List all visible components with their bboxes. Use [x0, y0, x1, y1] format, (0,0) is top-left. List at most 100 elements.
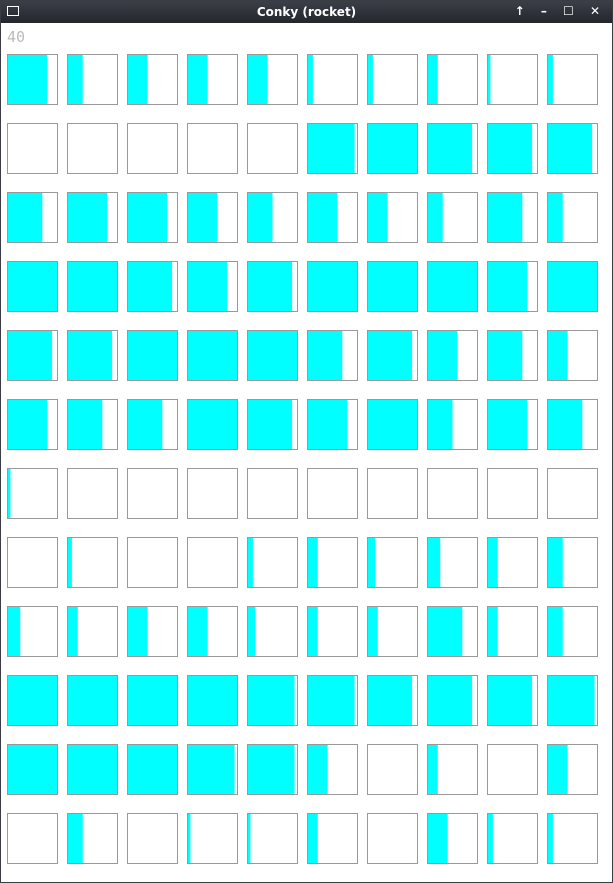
- graph-fill: [548, 538, 563, 587]
- graph-fill: [488, 262, 528, 311]
- graph-fill: [128, 676, 177, 725]
- graph-fill: [548, 814, 553, 863]
- graph-fill: [68, 55, 83, 104]
- graph-fill: [248, 745, 295, 794]
- graph-fill: [488, 400, 528, 449]
- graph-fill: [488, 814, 493, 863]
- graph-fill: [368, 262, 417, 311]
- graph-fill: [428, 676, 473, 725]
- graph-frame: [67, 468, 118, 519]
- graph-fill: [188, 55, 208, 104]
- graph-fill: [308, 538, 318, 587]
- graph-fill: [308, 745, 328, 794]
- graph-fill: [488, 538, 498, 587]
- graph-fill: [188, 607, 208, 656]
- graph-fill: [428, 331, 458, 380]
- graph-fill: [368, 676, 413, 725]
- graph-frame: [547, 813, 598, 864]
- graph-fill: [128, 607, 148, 656]
- graph-frame: [127, 468, 178, 519]
- graph-frame: [307, 54, 358, 105]
- graph-frame: [7, 123, 58, 174]
- graph-fill: [428, 193, 443, 242]
- graph-frame: [487, 468, 538, 519]
- graph-frame: [187, 813, 238, 864]
- counter: 40: [7, 28, 26, 46]
- graph-fill: [68, 676, 117, 725]
- graph-fill: [548, 745, 568, 794]
- graph-fill: [548, 55, 553, 104]
- graph-fill: [128, 193, 168, 242]
- graph-fill: [8, 400, 48, 449]
- graph-fill: [368, 607, 378, 656]
- graph-fill: [368, 331, 413, 380]
- graph-frame: [307, 468, 358, 519]
- graph-frame: [547, 468, 598, 519]
- graph-frame: [247, 813, 298, 864]
- graph-fill: [188, 745, 235, 794]
- window-title: Conky (rocket): [256, 5, 357, 19]
- graph-fill: [308, 55, 313, 104]
- graph-fill: [8, 745, 57, 794]
- graph-frame: [127, 123, 178, 174]
- graph-fill: [128, 400, 163, 449]
- graph-fill: [8, 331, 53, 380]
- graph-fill: [428, 745, 438, 794]
- window-menu[interactable]: [7, 6, 19, 16]
- graph-frame: [7, 468, 58, 519]
- graph-fill: [68, 745, 117, 794]
- graph-fill: [368, 400, 417, 449]
- graph-frame: [487, 54, 538, 105]
- graph-fill: [548, 676, 595, 725]
- graph-fill: [428, 262, 477, 311]
- graph-fill: [488, 55, 491, 104]
- graph-fill: [428, 607, 463, 656]
- graph-fill: [248, 814, 251, 863]
- graph-fill: [248, 400, 293, 449]
- graph-frame: [127, 537, 178, 588]
- graph-fill: [308, 607, 318, 656]
- graph-fill: [308, 676, 355, 725]
- graph-frame: [367, 537, 418, 588]
- graph-fill: [308, 124, 355, 173]
- graph-fill: [308, 331, 343, 380]
- graph-frame: [247, 123, 298, 174]
- graph-fill: [548, 124, 593, 173]
- graph-fill: [368, 538, 376, 587]
- graph-fill: [428, 55, 438, 104]
- graph-fill: [248, 55, 268, 104]
- graph-frame: [187, 468, 238, 519]
- graph-fill: [8, 607, 21, 656]
- graph-fill: [248, 331, 297, 380]
- graph-fill: [548, 400, 583, 449]
- graph-fill: [368, 55, 373, 104]
- graph-fill: [428, 538, 441, 587]
- title-bar: Conky (rocket) ↑ – ☐ ✕: [1, 1, 612, 23]
- window-buttons[interactable]: ↑ – ☐ ✕: [514, 4, 606, 18]
- graph-fill: [308, 814, 318, 863]
- graph-fill: [548, 262, 597, 311]
- graph-frame: [247, 468, 298, 519]
- graph-fill: [548, 331, 568, 380]
- graph-fill: [68, 193, 108, 242]
- graph-fill: [128, 331, 177, 380]
- graph-fill: [188, 814, 191, 863]
- graph-fill: [68, 538, 72, 587]
- graph-fill: [188, 400, 237, 449]
- graph-fill: [8, 262, 57, 311]
- graph-fill: [68, 814, 83, 863]
- graph-frame: [367, 468, 418, 519]
- graph-fill: [488, 676, 533, 725]
- graph-fill: [308, 400, 348, 449]
- graph-fill: [248, 193, 273, 242]
- graph-frame: [247, 537, 298, 588]
- graph-frame: [127, 813, 178, 864]
- graph-fill: [68, 607, 78, 656]
- graph-fill: [68, 331, 113, 380]
- graph-frame: [187, 123, 238, 174]
- graph-fill: [488, 193, 523, 242]
- graph-fill: [188, 262, 228, 311]
- graph-fill: [8, 469, 11, 518]
